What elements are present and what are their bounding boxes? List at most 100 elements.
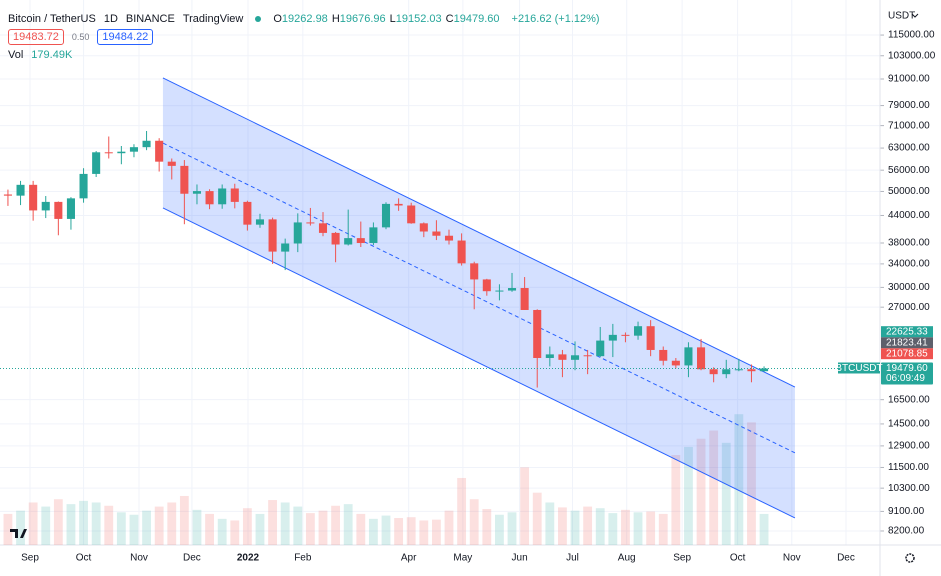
symbol[interactable]: Bitcoin / TetherUS bbox=[8, 13, 96, 25]
candle-body bbox=[659, 349, 668, 361]
ohlc: O 19262.98 H 19676.96 L 19152.03 C 19479.60 bbox=[273, 13, 503, 25]
volume-bar bbox=[621, 509, 630, 545]
market-status bbox=[255, 16, 262, 22]
price-tag bbox=[881, 326, 933, 338]
ohlc-value: 19676.96 bbox=[339, 13, 386, 25]
x-tick-label: Jul bbox=[566, 553, 579, 564]
channel-lower bbox=[162, 207, 796, 519]
candle-body bbox=[734, 369, 743, 371]
volume-title: Vol bbox=[8, 49, 24, 61]
volume-bar bbox=[79, 500, 88, 545]
candle-body bbox=[570, 355, 580, 360]
x-tick-label: Feb bbox=[294, 553, 312, 564]
volume-bar bbox=[633, 512, 643, 545]
candle-body bbox=[596, 340, 605, 357]
candle-body bbox=[470, 263, 479, 280]
candle-body bbox=[646, 326, 655, 350]
volume-bar bbox=[116, 512, 126, 545]
volume-bar bbox=[444, 510, 454, 545]
candle-body bbox=[180, 165, 189, 194]
volume-bar bbox=[41, 506, 51, 545]
y-tick-label: 115000.00 bbox=[888, 30, 935, 41]
currency-chevron bbox=[911, 13, 919, 18]
sell-button[interactable]: 19483.72 bbox=[8, 29, 64, 45]
volume-bar bbox=[457, 477, 467, 545]
candle-body bbox=[747, 369, 756, 372]
candle-body bbox=[29, 184, 38, 211]
candle-body bbox=[142, 140, 151, 148]
y-tick-label: 56000.00 bbox=[888, 165, 930, 176]
candle-body bbox=[167, 161, 176, 166]
candle-body bbox=[709, 369, 718, 375]
y-tick-label: 50000.00 bbox=[888, 186, 930, 197]
volume-bar bbox=[205, 513, 214, 545]
y-tick-label: 8200.00 bbox=[888, 526, 925, 537]
volume-bar bbox=[570, 510, 580, 545]
y-tick-label: 12900.00 bbox=[888, 441, 930, 452]
y-tick-label: 63000.00 bbox=[888, 143, 930, 154]
volume-bar bbox=[154, 506, 164, 545]
volume-bar bbox=[495, 514, 504, 545]
volume-bar bbox=[658, 513, 668, 545]
candle-body bbox=[545, 354, 554, 358]
x-tick-label: Sep bbox=[673, 553, 691, 564]
volume-bar bbox=[507, 512, 517, 545]
candle-body bbox=[268, 219, 277, 252]
channel-upper bbox=[162, 77, 796, 388]
candle-body bbox=[3, 194, 12, 196]
volume-bar bbox=[747, 422, 756, 545]
symbol-tag bbox=[838, 362, 880, 374]
y-tick-label: 14500.00 bbox=[888, 419, 930, 430]
candle-body bbox=[520, 288, 529, 310]
volume-bar bbox=[419, 520, 429, 545]
y-tick-label: 71000.00 bbox=[888, 120, 930, 131]
volume-bar bbox=[268, 500, 277, 545]
volume-bar bbox=[305, 513, 315, 545]
volume-bar bbox=[595, 508, 605, 545]
y-tick-label: 11500.00 bbox=[888, 462, 929, 473]
volume-bar bbox=[394, 518, 404, 545]
volume-bar bbox=[646, 511, 656, 545]
y-tick-label: 34000.00 bbox=[888, 259, 930, 270]
channel-middle bbox=[162, 142, 796, 454]
settings-icon[interactable] bbox=[905, 553, 915, 563]
candle-body bbox=[608, 334, 617, 341]
candle-body bbox=[243, 201, 252, 225]
interval[interactable]: 1D bbox=[103, 13, 118, 25]
volume-bar bbox=[381, 515, 391, 545]
volume-bar bbox=[431, 519, 441, 545]
candle-body bbox=[192, 191, 202, 194]
volume-bar bbox=[293, 506, 303, 545]
x-tick-label: Jun bbox=[512, 553, 528, 564]
volume-bar bbox=[583, 506, 593, 545]
candle-body bbox=[293, 222, 302, 244]
last-price-tag bbox=[881, 362, 933, 385]
exchange: BINANCE bbox=[125, 13, 175, 25]
volume-bar bbox=[331, 505, 341, 545]
volume-bar bbox=[280, 502, 290, 545]
ohlc-key: L bbox=[389, 13, 396, 25]
volume-bar bbox=[129, 514, 139, 545]
candle-body bbox=[16, 184, 25, 196]
candle-body bbox=[155, 140, 164, 162]
symbol-row: Bitcoin / TetherUS 1D BINANCE TradingVie… bbox=[8, 11, 604, 27]
candle-body bbox=[671, 360, 680, 366]
volume-bar bbox=[167, 502, 177, 545]
volume-value: 179.49K bbox=[31, 49, 73, 61]
volume-bar bbox=[545, 502, 555, 545]
candle-body bbox=[444, 235, 454, 241]
volume-bar bbox=[16, 510, 25, 545]
volume-bar bbox=[230, 520, 240, 545]
price-tag bbox=[881, 348, 933, 360]
buy-button[interactable]: 19484.22 bbox=[97, 29, 154, 45]
candle-body bbox=[331, 232, 340, 245]
ohlc-key: H bbox=[331, 13, 340, 25]
candle-body bbox=[583, 355, 592, 357]
candle-body bbox=[255, 219, 265, 225]
volume-bar bbox=[608, 513, 618, 545]
price-tag bbox=[881, 337, 933, 349]
volume-bar bbox=[179, 495, 189, 545]
y-tick-label: 38000.00 bbox=[888, 238, 930, 249]
candle-body bbox=[457, 240, 466, 264]
